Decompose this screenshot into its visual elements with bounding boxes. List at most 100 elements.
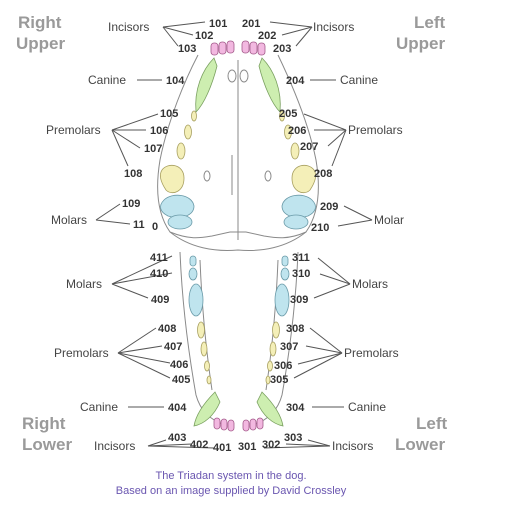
label-lower-right-molars: Molars <box>66 277 102 291</box>
tooth-403-shape <box>213 417 221 430</box>
lower-canines <box>193 391 284 427</box>
tooth-number-101: 101 <box>209 18 227 30</box>
tooth-number-403: 403 <box>168 432 186 444</box>
label-lower-right-canine: Canine <box>80 400 118 414</box>
tooth-number-104: 104 <box>166 75 185 87</box>
tooth-103-shape <box>210 42 219 56</box>
tooth-number-303: 303 <box>284 432 302 444</box>
tooth-203-shape <box>257 42 266 56</box>
tooth-number-0: 0 <box>152 221 158 233</box>
tooth-number-203: 203 <box>273 43 291 55</box>
label-lower-left-incisors: Incisors <box>332 439 373 453</box>
tooth-204-shape <box>258 57 281 113</box>
tooth-number-206: 206 <box>288 125 306 137</box>
tooth-311-shape <box>281 255 289 267</box>
tooth-110-shape <box>167 214 193 230</box>
tooth-number-11: 11 <box>133 219 145 231</box>
tooth-407-shape <box>200 341 208 357</box>
tooth-number-102: 102 <box>195 30 213 42</box>
tooth-209-shape <box>281 194 316 218</box>
tooth-number-107: 107 <box>144 143 162 155</box>
label-lower-left-molars: Molars <box>352 277 388 291</box>
tooth-405-shape <box>206 375 212 385</box>
tooth-number-401: 401 <box>213 442 231 454</box>
tooth-number-207: 207 <box>300 141 318 153</box>
quadrant-left-lower-line2: Lower <box>395 435 445 454</box>
upper-molars <box>160 194 316 230</box>
tooth-401-shape <box>227 419 235 432</box>
tooth-number-103: 103 <box>178 43 196 55</box>
tooth-205-shape <box>279 110 285 122</box>
tooth-number-210: 210 <box>311 222 329 234</box>
quadrant-left-upper-line1: Left <box>414 13 446 32</box>
upper-incisors <box>210 40 266 56</box>
tooth-404-shape <box>193 391 221 427</box>
tooth-number-409: 409 <box>151 294 169 306</box>
lower-jaw-outline <box>179 251 299 426</box>
tooth-number-405: 405 <box>172 374 190 386</box>
tooth-411-shape <box>189 255 197 267</box>
tooth-308-shape <box>272 321 280 339</box>
tooth-number-209: 209 <box>320 201 338 213</box>
quadrant-right-upper-line2: Upper <box>16 34 66 53</box>
tooth-number-205: 205 <box>279 108 297 120</box>
tooth-number-301: 301 <box>238 441 256 453</box>
tooth-402-shape <box>220 418 228 431</box>
tooth-number-406: 406 <box>170 359 188 371</box>
tooth-number-304: 304 <box>286 402 305 414</box>
tooth-206-shape <box>284 124 292 140</box>
tooth-number-106: 106 <box>150 125 168 137</box>
tooth-201-shape <box>241 40 250 54</box>
tooth-307-shape <box>269 341 277 357</box>
tooth-303-shape <box>256 417 264 430</box>
quadrant-left-upper-line2: Upper <box>396 34 446 53</box>
caption-line-1: The Triadan system in the dog. <box>155 470 306 482</box>
tooth-210-shape <box>283 214 309 230</box>
lower-molars <box>188 255 290 317</box>
tooth-number-208: 208 <box>314 168 332 180</box>
tooth-number-311: 311 <box>292 252 310 264</box>
lower-incisors <box>213 417 264 432</box>
tooth-105-shape <box>191 110 197 122</box>
label-upper-right-molars: Molars <box>51 213 87 227</box>
leader-lines <box>95 21 373 449</box>
tooth-number-310: 310 <box>292 268 310 280</box>
label-upper-left-molar: Molar <box>374 213 404 227</box>
quadrant-left-lower-line1: Left <box>416 414 448 433</box>
label-upper-right-incisors: Incisors <box>108 20 149 34</box>
tooth-301-shape <box>242 419 250 432</box>
tooth-305-shape <box>265 375 271 385</box>
tooth-108-shape <box>159 164 185 194</box>
quadrant-right-lower-line2: Lower <box>22 435 72 454</box>
tooth-410-shape <box>188 267 198 281</box>
tooth-number-305: 305 <box>270 374 288 386</box>
quadrant-right-upper-line1: Right <box>18 13 62 32</box>
label-lower-left-canine: Canine <box>348 400 386 414</box>
tooth-208-shape <box>291 164 317 194</box>
label-upper-left-incisors: Incisors <box>313 20 354 34</box>
tooth-102-shape <box>218 41 227 55</box>
quadrant-right-lower-line1: Right <box>22 414 66 433</box>
tooth-408-shape <box>197 321 205 339</box>
tooth-310-shape <box>280 267 290 281</box>
tooth-104-shape <box>195 57 218 113</box>
tooth-406-shape <box>204 360 210 372</box>
tooth-number-201: 201 <box>242 18 260 30</box>
upper-jaw-outline <box>157 54 319 251</box>
tooth-number-302: 302 <box>262 439 280 451</box>
tooth-107-shape <box>176 142 186 160</box>
tooth-number-402: 402 <box>190 439 208 451</box>
tooth-number-411: 411 <box>150 252 168 264</box>
tooth-309-shape <box>274 283 290 317</box>
tooth-101-shape <box>226 40 235 54</box>
label-lower-right-incisors: Incisors <box>94 439 135 453</box>
tooth-number-202: 202 <box>258 30 276 42</box>
caption-line-2: Based on an image supplied by David Cros… <box>116 485 347 497</box>
tooth-number-108: 108 <box>124 168 142 180</box>
tooth-number-309: 309 <box>290 294 308 306</box>
tooth-409-shape <box>188 283 204 317</box>
label-lower-right-premolars: Premolars <box>54 346 109 360</box>
tooth-202-shape <box>249 41 258 55</box>
tooth-number-105: 105 <box>160 108 178 120</box>
